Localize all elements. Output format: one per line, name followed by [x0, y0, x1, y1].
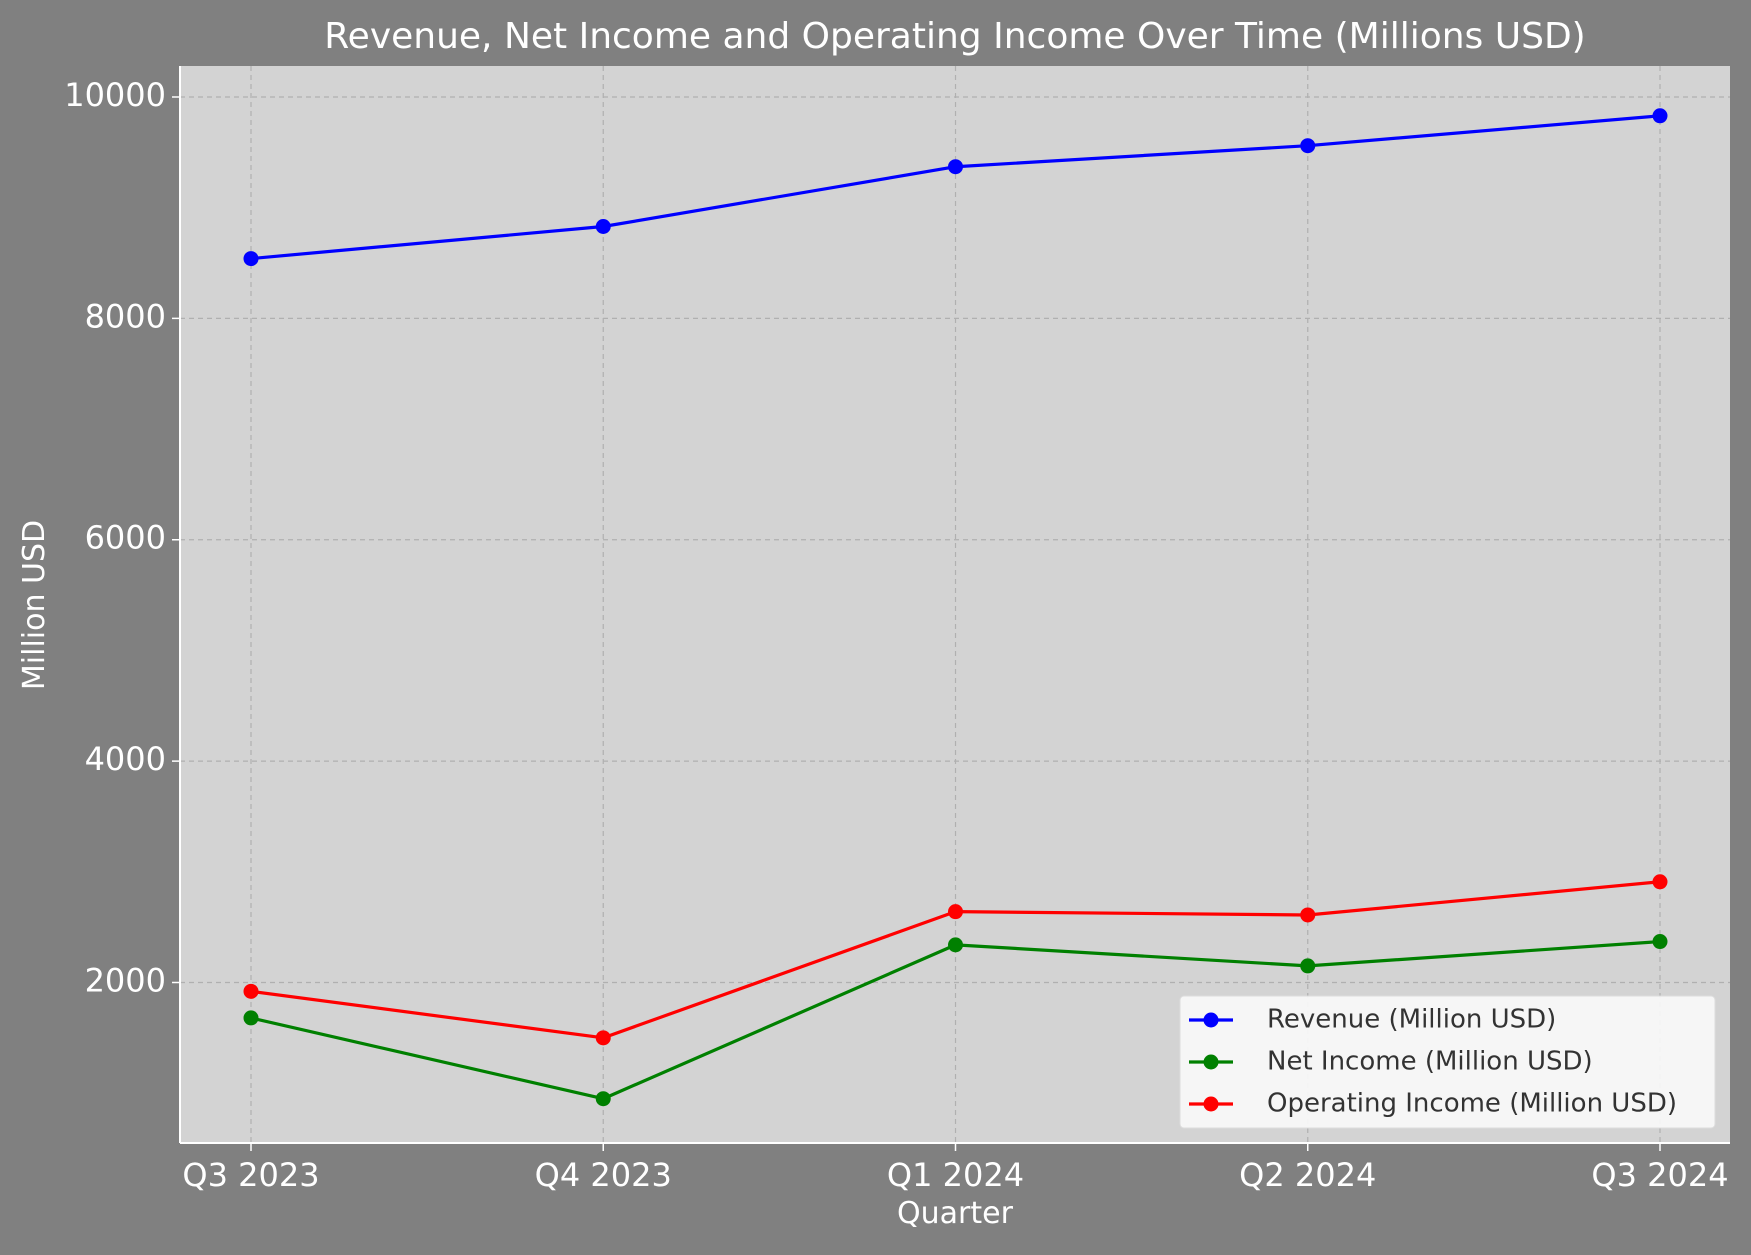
data-point [1300, 907, 1316, 923]
legend-item: Net Income (Million USD) [1189, 1047, 1593, 1077]
data-point [1300, 138, 1316, 154]
grid-lines [180, 66, 1730, 1143]
x-axis-label: Quarter [897, 1196, 1014, 1231]
legend-swatch-marker [1203, 1012, 1219, 1028]
data-point [948, 159, 963, 175]
y-tick-label: 10000 [64, 76, 166, 114]
tick-labels: Q3 2023 Q4 2023 Q1 2024 Q2 2024 Q3 2024 2000 4… [64, 76, 1728, 1194]
data-point [1652, 934, 1668, 950]
legend-swatch-marker [1203, 1054, 1219, 1070]
data-point [243, 1010, 259, 1026]
series-layer [243, 108, 1668, 1107]
axes [172, 66, 1730, 1151]
series-2 [243, 934, 1668, 1107]
data-point [1300, 958, 1316, 974]
y-tick-label: 8000 [85, 297, 166, 335]
data-point [1652, 108, 1668, 124]
legend-label: Net Income (Million USD) [1267, 1047, 1593, 1077]
data-point [595, 1030, 611, 1046]
legend-item: Operating Income (Million USD) [1189, 1089, 1677, 1119]
x-tick-label: Q4 2023 [535, 1156, 672, 1194]
data-point [595, 1091, 611, 1107]
y-tick-label: 4000 [85, 740, 166, 778]
x-tick-label: Q3 2024 [1591, 1156, 1728, 1194]
data-point [1652, 874, 1668, 890]
legend-label: Operating Income (Million USD) [1267, 1089, 1677, 1119]
data-point [595, 218, 611, 234]
series-3 [243, 874, 1668, 1046]
legend-label: Revenue (Million USD) [1267, 1005, 1556, 1035]
data-point [948, 904, 963, 920]
y-axis-label: Million USD [17, 520, 52, 690]
legend-box [1179, 995, 1716, 1129]
legend-swatch-marker [1203, 1096, 1219, 1112]
data-point [243, 251, 259, 267]
data-point [243, 983, 259, 999]
x-tick-label: Q1 2024 [887, 1156, 1024, 1194]
legend-item: Revenue (Million USD) [1189, 1005, 1556, 1035]
legend: Revenue (Million USD) Net Income (Million… [1179, 995, 1716, 1129]
chart-title: Revenue, Net Income and Operating Income… [324, 16, 1585, 57]
series-1 [243, 108, 1668, 267]
plot-area [180, 66, 1730, 1143]
x-tick-label: Q2 2024 [1239, 1156, 1376, 1194]
y-tick-label: 2000 [85, 962, 166, 1000]
data-point [948, 937, 963, 953]
x-tick-label: Q3 2023 [182, 1156, 319, 1194]
y-tick-label: 6000 [85, 519, 166, 557]
